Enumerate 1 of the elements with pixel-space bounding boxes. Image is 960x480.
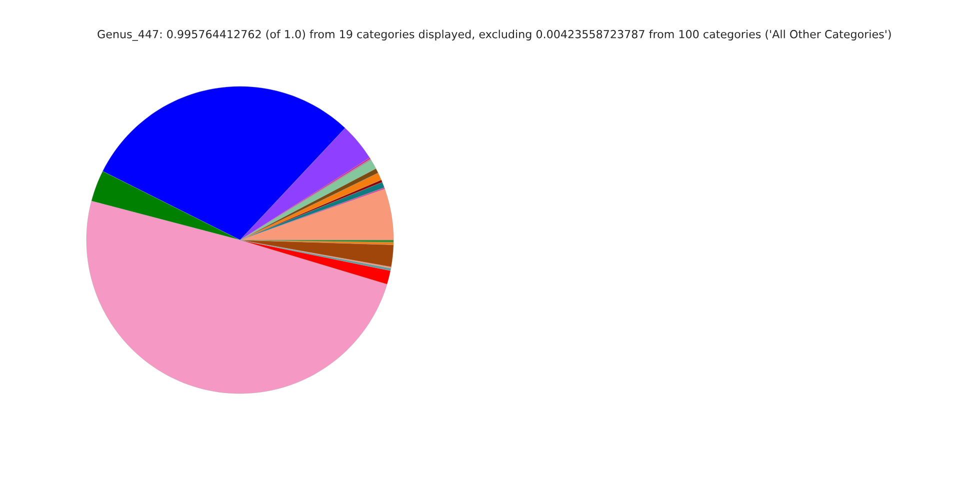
text: Genus_447: 0.995764412762 (of 1.0) from 19 categories displayed, excluding 0.00423558723787 from 100 categories ('All Other Categories') — [98, 30, 891, 41]
